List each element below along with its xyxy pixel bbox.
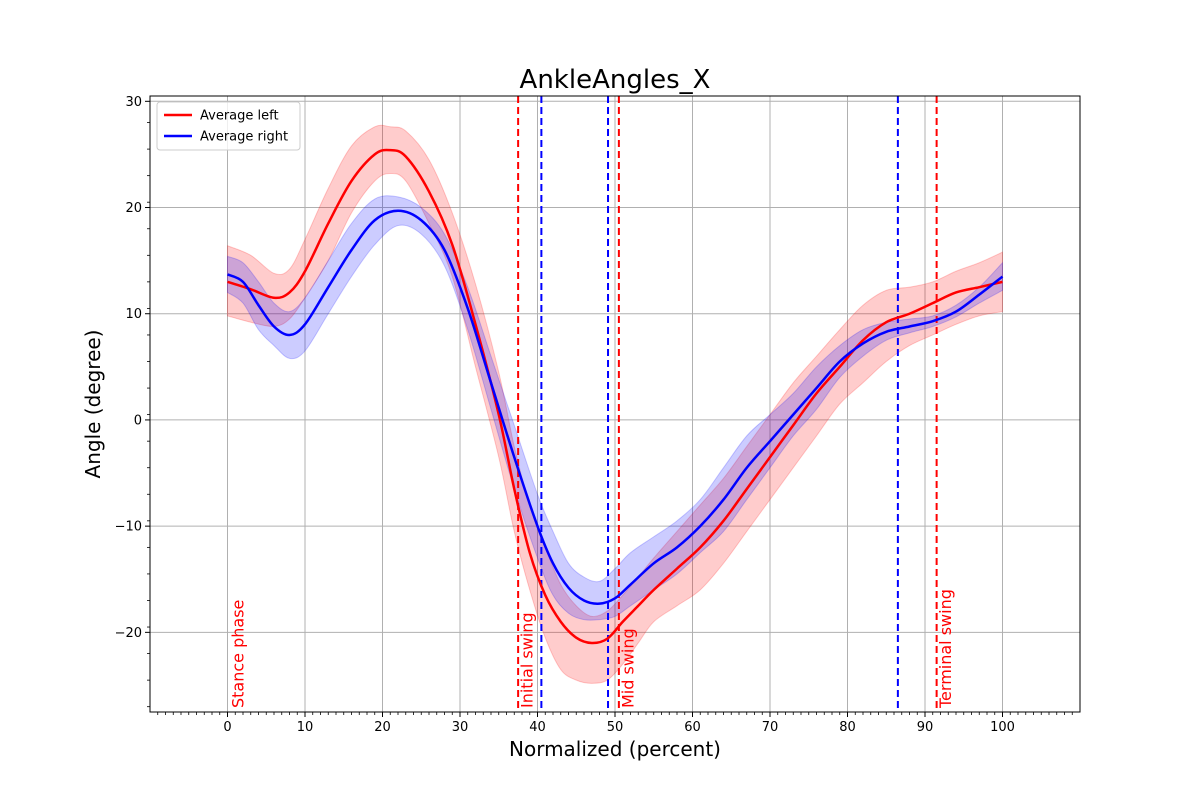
x-tick-label: 10 xyxy=(297,720,314,735)
y-tick-label: −20 xyxy=(115,626,142,641)
legend: Average left Average right xyxy=(156,101,301,151)
y-tick-label: −10 xyxy=(115,520,142,535)
x-tick-label: 100 xyxy=(990,720,1015,735)
grid xyxy=(150,96,1080,712)
legend-label: Average right xyxy=(200,130,288,145)
axis-ticks: 0 10 20 30 40 50 60 70 80 90 100 −20 −10 0 10 20 30 xyxy=(115,95,1073,735)
phase-annotation: Stance phase xyxy=(229,600,248,708)
y-tick-label: 20 xyxy=(125,201,142,216)
x-tick-label: 60 xyxy=(684,720,701,735)
y-axis-title: Angle (degree) xyxy=(81,330,105,479)
band-average-left xyxy=(227,124,1003,684)
legend-label: Average left xyxy=(200,109,279,124)
phase-annotation: Terminal swing xyxy=(936,589,955,709)
x-tick-label: 50 xyxy=(607,720,624,735)
phase-annotations: Stance phase Initial swing Mid swing Termin… xyxy=(229,589,956,709)
x-tick-label: 40 xyxy=(529,720,546,735)
x-tick-label: 0 xyxy=(223,720,231,735)
chart-title: AnkleAngles_X xyxy=(520,65,711,95)
x-tick-label: 80 xyxy=(839,720,856,735)
x-tick-label: 90 xyxy=(917,720,934,735)
x-tick-label: 70 xyxy=(762,720,779,735)
y-tick-label: 30 xyxy=(125,95,142,110)
phase-annotation: Initial swing xyxy=(518,612,537,708)
band-average-right xyxy=(227,195,1003,621)
confidence-bands xyxy=(227,124,1003,684)
y-tick-label: 10 xyxy=(125,307,142,322)
y-tick-label: 0 xyxy=(134,413,142,428)
x-tick-label: 20 xyxy=(374,720,391,735)
legend-box xyxy=(156,101,301,151)
phase-annotation: Mid swing xyxy=(618,628,637,708)
line-average-right xyxy=(226,209,1004,605)
x-axis-title: Normalized (percent) xyxy=(509,737,721,761)
x-tick-label: 30 xyxy=(452,720,469,735)
phase-lines xyxy=(517,96,938,712)
series-lines xyxy=(226,148,1004,645)
